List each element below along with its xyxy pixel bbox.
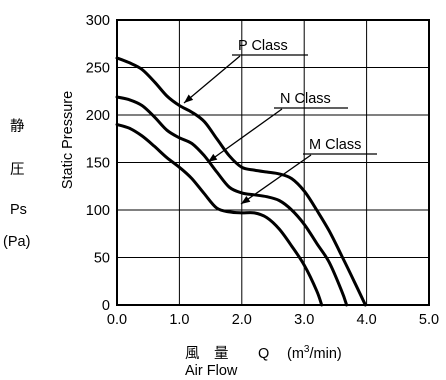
series-line-p-class: [115, 56, 367, 307]
series-label-m-class: M Class: [309, 137, 361, 153]
series-label-p-class: P Class: [238, 38, 288, 54]
tick-labels: 0.0 1.0 2.0 3.0 4.0 5.0 0 50 100 150 200 250 300: [86, 13, 439, 328]
x-tick-label: 0.0: [107, 312, 127, 328]
x-tick-label: 2.0: [232, 312, 252, 328]
x-tick-label: 4.0: [357, 312, 377, 328]
y-axis-label-cjk-2: 圧: [10, 162, 25, 178]
series-leader-arrowhead: [184, 94, 194, 103]
y-tick-label: 250: [86, 61, 110, 77]
y-tick-label: 200: [86, 108, 110, 124]
x-axis-label-cjk: 風 量: [185, 346, 229, 362]
y-tick-label: 50: [94, 251, 110, 267]
series-leader-line: [207, 108, 283, 163]
x-axis-label-en: Air Flow: [185, 363, 238, 379]
x-axis-label-symbol: Q: [258, 346, 269, 362]
series-leader-line: [183, 55, 241, 104]
x-tick-label: 1.0: [169, 312, 189, 328]
y-axis-label-en: Static Pressure: [60, 91, 76, 189]
y-tick-label: 0: [102, 298, 110, 314]
series-line-n-class: [115, 95, 349, 307]
curves: [115, 56, 367, 307]
grid-lines: [117, 20, 429, 305]
y-tick-label: 100: [86, 203, 110, 219]
series-annotations: P Class N Class M Class: [183, 38, 377, 205]
y-tick-label: 300: [86, 13, 110, 29]
plot-frame: [116, 19, 430, 306]
y-tick-label: 150: [86, 156, 110, 172]
x-tick-label: 5.0: [419, 312, 439, 328]
series-label-n-class: N Class: [280, 91, 331, 107]
series-line-m-class: [115, 123, 324, 307]
y-axis-label-symbol: Ps: [10, 202, 27, 218]
x-axis-label-unit: (m3/min): [287, 344, 342, 362]
x-tick-label: 3.0: [294, 312, 314, 328]
y-axis-label-cjk-1: 静: [10, 118, 25, 135]
y-axis-label-unit: (Pa): [3, 234, 30, 250]
series-leader-line: [240, 154, 312, 205]
series-leader-arrowhead: [241, 195, 251, 204]
series-leader-arrowhead: [208, 153, 218, 162]
